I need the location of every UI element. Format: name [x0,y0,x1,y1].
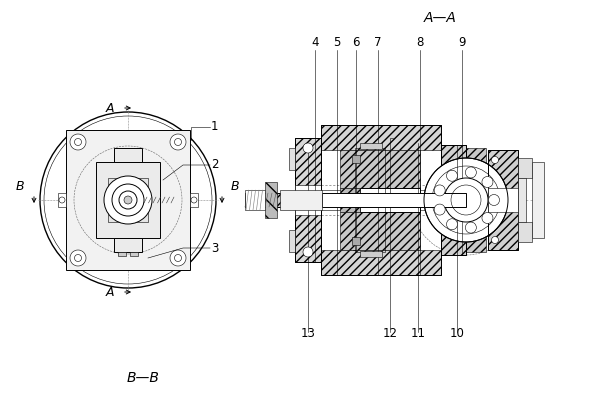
Bar [245,193,322,207]
Circle shape [482,212,493,224]
Circle shape [446,170,458,181]
Circle shape [434,185,445,196]
Circle shape [491,236,499,244]
Bar [265,182,277,218]
Bar [352,155,360,163]
Bar [66,130,190,270]
Bar [518,178,526,222]
Bar [289,148,295,170]
Circle shape [424,158,508,242]
Circle shape [482,176,493,188]
Text: 7: 7 [374,36,382,48]
Circle shape [70,134,86,150]
Text: 3: 3 [211,242,218,254]
Text: B: B [16,180,25,192]
Bar [360,251,382,257]
Text: 2: 2 [211,158,218,172]
Bar [130,252,138,256]
Bar [321,125,441,150]
Circle shape [446,219,458,230]
Text: 1: 1 [211,120,218,134]
Circle shape [491,156,499,164]
Circle shape [104,176,152,224]
Bar [518,158,532,178]
Bar [108,178,148,222]
Bar [340,212,420,250]
Circle shape [112,184,144,216]
Text: B: B [230,180,239,192]
Bar [441,145,466,255]
Text: 13: 13 [301,327,316,340]
Bar [289,230,295,252]
Bar [96,162,160,238]
Bar [441,145,466,255]
Bar [321,190,441,210]
Circle shape [434,204,445,215]
Text: 4: 4 [311,36,319,48]
Bar [352,237,360,245]
Bar [245,193,322,207]
Bar [118,252,126,256]
Bar [360,143,382,149]
Bar [190,193,198,207]
Circle shape [119,191,137,209]
Bar [532,162,544,238]
Text: A: A [106,102,114,114]
Bar [360,188,420,212]
Text: 6: 6 [352,36,360,48]
Bar [488,150,518,250]
Circle shape [488,194,499,206]
Bar [58,193,66,207]
Circle shape [444,178,488,222]
Bar [466,148,486,252]
Text: 8: 8 [416,36,424,48]
Bar [340,150,420,188]
Bar [295,138,321,262]
Bar [488,150,518,250]
Bar [321,125,441,275]
Text: 12: 12 [383,327,398,340]
Bar [322,193,466,207]
Bar [355,148,385,252]
Circle shape [124,196,132,204]
Text: 10: 10 [449,327,464,340]
Circle shape [170,250,186,266]
Bar [488,188,518,212]
Text: A—A: A—A [424,11,457,25]
Bar [114,238,142,252]
Bar [295,138,321,262]
Bar [518,222,532,242]
Circle shape [466,222,476,233]
Circle shape [303,247,313,257]
Bar [321,250,441,275]
Circle shape [40,112,216,288]
Bar [114,148,142,162]
Text: 5: 5 [334,36,341,48]
Circle shape [170,134,186,150]
Circle shape [303,143,313,153]
Circle shape [70,250,86,266]
Text: B—B: B—B [127,371,160,385]
Bar [280,190,322,210]
Bar [340,188,360,212]
Circle shape [466,167,476,178]
Text: 11: 11 [410,327,425,340]
Bar [245,190,265,210]
Text: A: A [106,286,114,298]
Bar [295,185,321,215]
Text: 9: 9 [458,36,466,48]
